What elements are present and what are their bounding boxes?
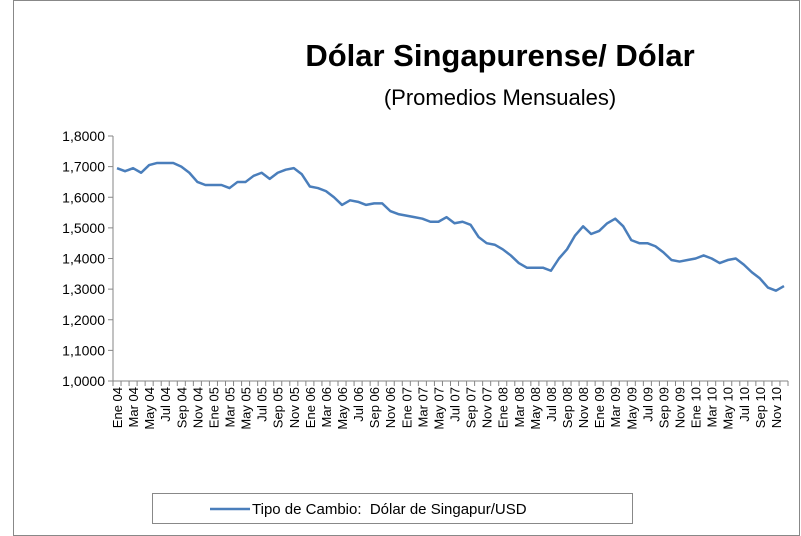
x-tick-label: Jul 10 (737, 387, 752, 422)
x-tick-label: Mar 10 (705, 387, 720, 427)
x-tick-label: Sep 08 (560, 387, 575, 428)
chart-title: Dólar Singapurense/ Dólar (305, 38, 694, 73)
x-tick-label: Ene 05 (206, 387, 221, 428)
x-tick-label: Sep 04 (174, 387, 189, 428)
y-tick-label: 1,5000 (62, 220, 105, 236)
x-tick-label: May 06 (335, 387, 350, 430)
x-tick-label: Jul 04 (158, 387, 173, 422)
y-tick-label: 1,2000 (62, 312, 105, 328)
x-tick-label: May 05 (239, 387, 254, 430)
x-tick-label: Mar 06 (319, 387, 334, 427)
y-tick-label: 1,8000 (62, 128, 105, 144)
y-tick-label: 1,6000 (62, 189, 105, 205)
x-tick-label: Jul 09 (640, 387, 655, 422)
x-tick-label: Mar 07 (415, 387, 430, 427)
x-tick-label: May 08 (528, 387, 543, 430)
y-tick-label: 1,4000 (62, 251, 105, 267)
chart-frame (13, 0, 800, 536)
y-tick-label: 1,3000 (62, 281, 105, 297)
x-tick-label: Nov 04 (190, 387, 205, 428)
x-tick-label: May 04 (142, 387, 157, 430)
x-tick-label: Mar 05 (223, 387, 238, 427)
x-tick-label: Ene 04 (110, 387, 125, 428)
x-tick-label: Jul 07 (448, 387, 463, 422)
x-tick-label: Sep 07 (464, 387, 479, 428)
x-tick-label: Ene 08 (496, 387, 511, 428)
x-tick-label: Ene 10 (689, 387, 704, 428)
x-tick-label: Nov 08 (576, 387, 591, 428)
x-tick-label: May 07 (431, 387, 446, 430)
x-tick-label: Nov 05 (287, 387, 302, 428)
x-tick-label: Nov 06 (383, 387, 398, 428)
x-tick-label: Nov 09 (673, 387, 688, 428)
x-tick-label: Ene 06 (303, 387, 318, 428)
x-tick-label: May 10 (721, 387, 736, 430)
x-tick-label: Mar 09 (608, 387, 623, 427)
x-tick-label: Mar 04 (126, 387, 141, 427)
x-tick-label: Ene 07 (399, 387, 414, 428)
x-tick-label: Sep 05 (271, 387, 286, 428)
x-tick-label: Ene 09 (592, 387, 607, 428)
x-tick-label: Nov 10 (769, 387, 784, 428)
x-tick-label: Sep 10 (753, 387, 768, 428)
x-tick-label: Jul 05 (255, 387, 270, 422)
x-tick-label: Jul 08 (544, 387, 559, 422)
x-tick-label: Nov 07 (480, 387, 495, 428)
x-tick-label: Mar 08 (512, 387, 527, 427)
x-tick-label: Sep 06 (367, 387, 382, 428)
data-line (116, 161, 785, 292)
x-tick-label: May 09 (624, 387, 639, 430)
y-tick-label: 1,0000 (62, 373, 105, 389)
chart-subtitle: (Promedios Mensuales) (384, 85, 616, 110)
y-tick-label: 1,1000 (62, 342, 105, 358)
x-tick-label: Jul 06 (351, 387, 366, 422)
y-tick-label: 1,7000 (62, 159, 105, 175)
x-tick-label: Sep 09 (656, 387, 671, 428)
legend-label: Tipo de Cambio: Dólar de Singapur/USD (252, 501, 527, 518)
